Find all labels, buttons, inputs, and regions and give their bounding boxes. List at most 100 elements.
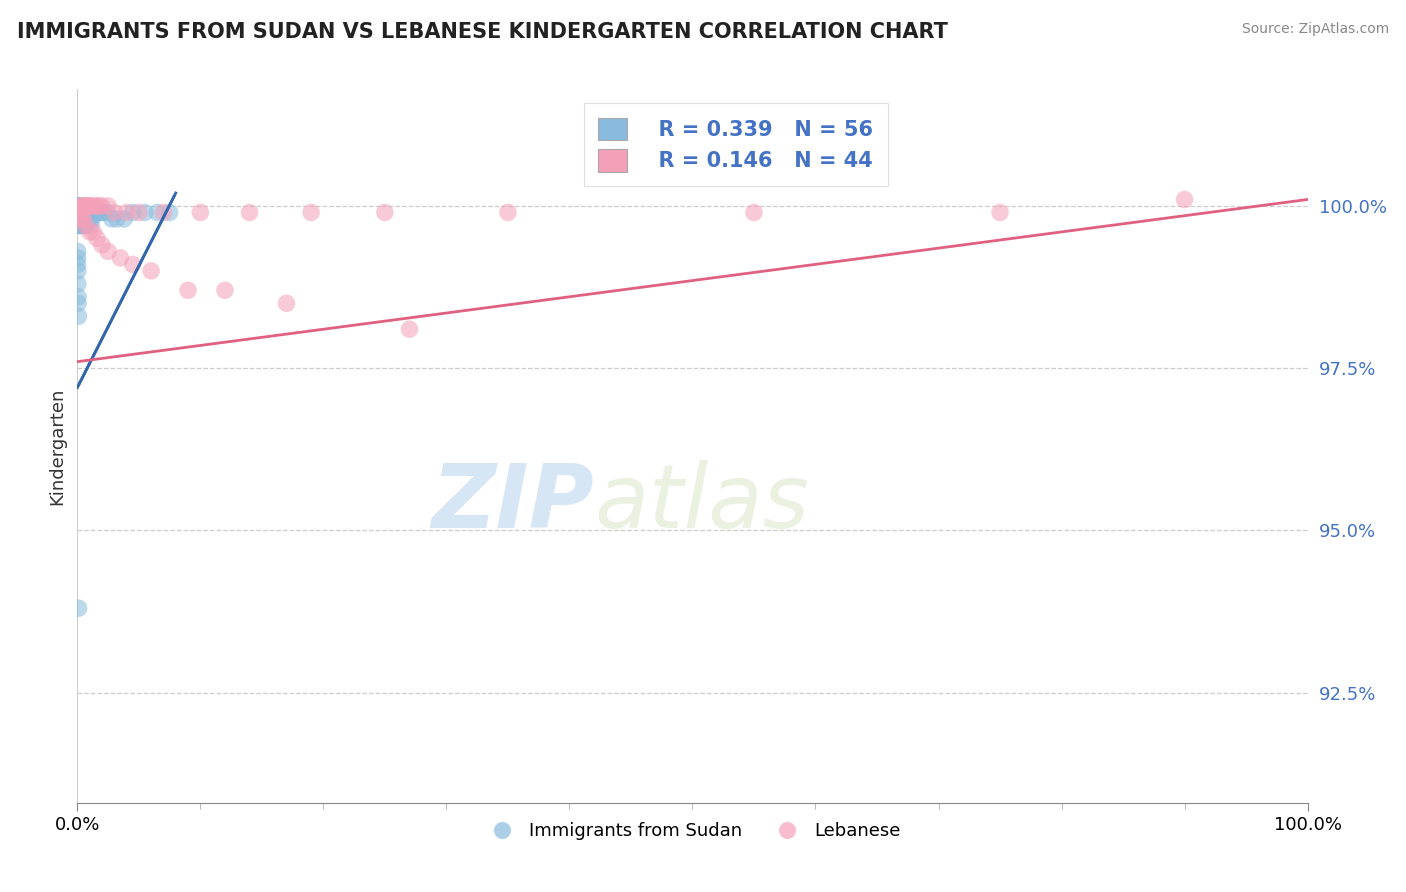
Point <box>66 251 89 265</box>
Point <box>496 205 519 219</box>
Legend: Immigrants from Sudan, Lebanese: Immigrants from Sudan, Lebanese <box>477 815 908 847</box>
Point <box>70 199 93 213</box>
Point <box>121 257 143 271</box>
Point <box>89 199 111 213</box>
Point <box>69 199 91 213</box>
Point <box>67 199 90 213</box>
Point <box>83 199 105 213</box>
Point <box>159 205 181 219</box>
Point <box>103 205 125 219</box>
Point <box>70 211 93 226</box>
Point <box>75 199 97 213</box>
Point <box>67 310 90 324</box>
Point <box>105 211 128 226</box>
Point <box>83 205 105 219</box>
Point <box>91 205 114 219</box>
Point <box>72 219 94 233</box>
Text: atlas: atlas <box>595 460 808 546</box>
Point <box>82 211 104 226</box>
Point <box>276 296 298 310</box>
Point <box>177 283 200 297</box>
Point <box>141 264 163 278</box>
Point <box>90 199 114 213</box>
Point <box>72 205 94 219</box>
Point <box>70 205 93 219</box>
Point <box>76 211 98 226</box>
Point <box>66 199 89 213</box>
Point <box>239 205 262 219</box>
Point <box>67 296 90 310</box>
Point <box>66 205 89 219</box>
Point <box>79 199 101 213</box>
Point <box>112 211 135 226</box>
Point <box>90 238 114 252</box>
Y-axis label: Kindergarten: Kindergarten <box>48 387 66 505</box>
Point <box>188 205 212 219</box>
Point <box>86 231 108 245</box>
Point <box>67 290 90 304</box>
Point <box>72 199 94 213</box>
Point <box>97 244 120 259</box>
Point <box>79 225 101 239</box>
Point <box>66 205 89 219</box>
Point <box>67 205 90 219</box>
Point <box>75 219 97 233</box>
Point <box>67 205 90 219</box>
Point <box>80 219 103 233</box>
Point <box>66 199 89 213</box>
Point <box>66 264 89 278</box>
Point <box>77 211 100 226</box>
Point <box>67 219 90 233</box>
Point <box>121 205 143 219</box>
Point <box>76 199 98 213</box>
Point <box>69 205 91 219</box>
Point <box>69 211 91 226</box>
Point <box>110 251 132 265</box>
Point <box>70 211 93 226</box>
Point <box>134 205 156 219</box>
Point <box>73 211 96 226</box>
Point <box>82 225 104 239</box>
Point <box>67 601 90 615</box>
Point <box>128 205 150 219</box>
Point <box>67 205 90 219</box>
Point <box>67 211 90 226</box>
Text: IMMIGRANTS FROM SUDAN VS LEBANESE KINDERGARTEN CORRELATION CHART: IMMIGRANTS FROM SUDAN VS LEBANESE KINDER… <box>17 22 948 42</box>
Point <box>77 199 100 213</box>
Point <box>67 199 90 213</box>
Text: ZIP: ZIP <box>432 459 595 547</box>
Point <box>152 205 174 219</box>
Point <box>73 199 96 213</box>
Point <box>69 219 91 233</box>
Point <box>67 199 90 213</box>
Point <box>79 211 101 226</box>
Point <box>66 277 89 291</box>
Point <box>70 219 93 233</box>
Point <box>398 322 420 336</box>
Text: Source: ZipAtlas.com: Source: ZipAtlas.com <box>1241 22 1389 37</box>
Point <box>67 219 90 233</box>
Point <box>115 205 138 219</box>
Point <box>67 199 90 213</box>
Point <box>96 205 118 219</box>
Point <box>82 199 104 213</box>
Point <box>97 199 120 213</box>
Point <box>67 205 90 219</box>
Point <box>72 211 94 226</box>
Point <box>66 205 89 219</box>
Point <box>299 205 322 219</box>
Point <box>146 205 169 219</box>
Point <box>69 211 91 226</box>
Point <box>66 257 89 271</box>
Point <box>87 205 110 219</box>
Point <box>67 211 90 226</box>
Point <box>374 205 396 219</box>
Point <box>66 244 89 259</box>
Point <box>75 219 97 233</box>
Point <box>86 205 108 219</box>
Point <box>1174 193 1197 207</box>
Point <box>82 205 104 219</box>
Point <box>70 219 93 233</box>
Point <box>214 283 236 297</box>
Point <box>70 205 93 219</box>
